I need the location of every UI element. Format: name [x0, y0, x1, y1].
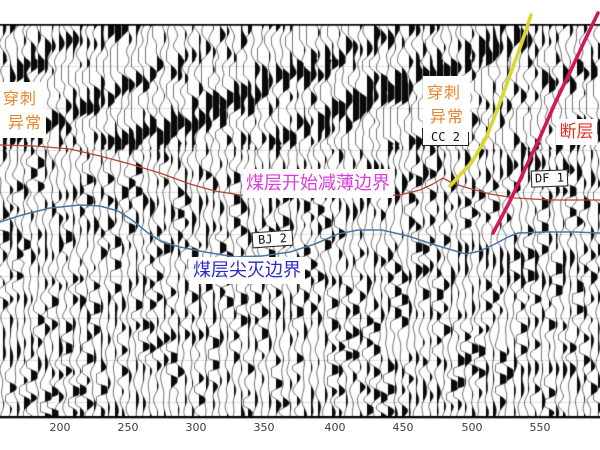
x-axis-tick-label: 250: [117, 421, 139, 434]
fault-yellow-line: [448, 13, 533, 188]
horizon-blue-line: [0, 204, 600, 258]
marker-label-df1: DF 1: [534, 170, 565, 186]
x-axis-tick-label: 500: [461, 421, 483, 434]
fault-magenta-line: [491, 11, 600, 235]
marker-box-cc2: CC 2: [422, 128, 469, 146]
puncture-anomaly-label-mid: 穿刺 异常: [423, 76, 470, 132]
x-axis-tick-label: 200: [49, 421, 71, 434]
x-axis-tick-label: 400: [324, 421, 346, 434]
coal-pinchout-boundary-label: 煤层尖灭边界: [189, 257, 305, 284]
coal-thinning-boundary-label: 煤层开始减薄边界: [243, 169, 393, 198]
marker-label-bj2: BJ 2: [257, 231, 288, 247]
puncture-anomaly-mid-line1: 穿刺: [427, 83, 462, 102]
x-axis-tick-label: 550: [529, 421, 551, 434]
puncture-anomaly-mid-line2: 异常: [430, 107, 465, 126]
x-axis-tick-label: 350: [253, 421, 275, 434]
marker-label-cc2: CC 2: [431, 130, 460, 144]
puncture-anomaly-left-line2: 异常: [8, 113, 43, 132]
marker-box-df1: DF 1: [530, 169, 569, 188]
marker-box-bj2: BJ 2: [251, 229, 294, 249]
x-axis-tick-label: 300: [185, 421, 207, 434]
puncture-anomaly-label-left: 穿刺 异常: [0, 82, 46, 138]
puncture-anomaly-left-line1: 穿刺: [3, 89, 38, 108]
fault-label: 断层: [556, 119, 597, 145]
x-axis-tick-label: 450: [392, 421, 414, 434]
